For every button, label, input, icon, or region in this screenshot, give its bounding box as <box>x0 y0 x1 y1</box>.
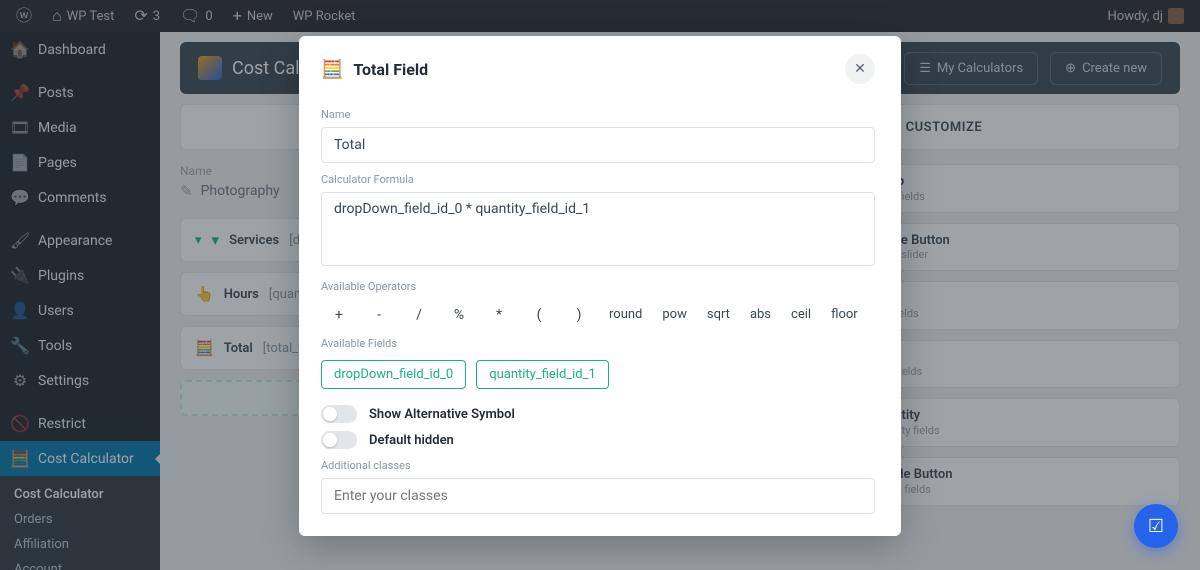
formula-input[interactable] <box>321 192 875 266</box>
name-input[interactable] <box>321 127 875 163</box>
field-chips-row: dropDown_field_id_0 quantity_field_id_1 <box>321 360 875 389</box>
operator-[interactable]: * <box>481 303 517 327</box>
total-field-modal: 🧮 Total Field ✕ Name Calculator Formula … <box>299 36 901 536</box>
field-chip[interactable]: dropDown_field_id_0 <box>321 360 466 389</box>
formula-label: Calculator Formula <box>321 173 875 186</box>
calculator-icon: 🧮 <box>321 59 343 80</box>
toggle-switch[interactable] <box>321 431 357 449</box>
classes-input[interactable] <box>321 478 875 514</box>
modal-body: Name Calculator Formula Available Operat… <box>299 94 897 536</box>
name-label: Name <box>321 108 875 121</box>
close-icon: ✕ <box>854 61 866 77</box>
field-chip[interactable]: quantity_field_id_1 <box>476 360 609 389</box>
operator-abs[interactable]: abs <box>742 303 779 327</box>
modal-overlay[interactable]: 🧮 Total Field ✕ Name Calculator Formula … <box>0 0 1200 570</box>
operator-ceil[interactable]: ceil <box>783 303 819 327</box>
modal-title: 🧮 Total Field <box>321 59 428 80</box>
classes-label: Additional classes <box>321 459 875 472</box>
operator-[interactable]: - <box>361 303 397 327</box>
toggle-switch[interactable] <box>321 405 357 423</box>
operator-round[interactable]: round <box>601 303 650 327</box>
operator-pow[interactable]: pow <box>654 303 694 327</box>
operator-[interactable]: + <box>321 303 357 327</box>
help-fab[interactable]: ☑ <box>1134 504 1178 548</box>
operator-[interactable]: / <box>401 303 437 327</box>
operator-[interactable]: % <box>441 303 477 327</box>
operators-row: +-/%*()roundpowsqrtabsceilfloor <box>321 303 875 327</box>
toggle-alt-symbol: Show Alternative Symbol <box>321 405 875 423</box>
operator-sqrt[interactable]: sqrt <box>699 303 738 327</box>
checklist-icon: ☑ <box>1148 516 1164 537</box>
operator-[interactable]: ) <box>561 303 597 327</box>
close-button[interactable]: ✕ <box>845 54 875 84</box>
operator-[interactable]: ( <box>521 303 557 327</box>
toggle-default-hidden: Default hidden <box>321 431 875 449</box>
fields-label: Available Fields <box>321 337 875 350</box>
ops-label: Available Operators <box>321 280 875 293</box>
toggle-label: Default hidden <box>369 433 454 448</box>
toggle-label: Show Alternative Symbol <box>369 407 515 422</box>
operator-floor[interactable]: floor <box>823 303 866 327</box>
modal-header: 🧮 Total Field ✕ <box>299 36 897 94</box>
